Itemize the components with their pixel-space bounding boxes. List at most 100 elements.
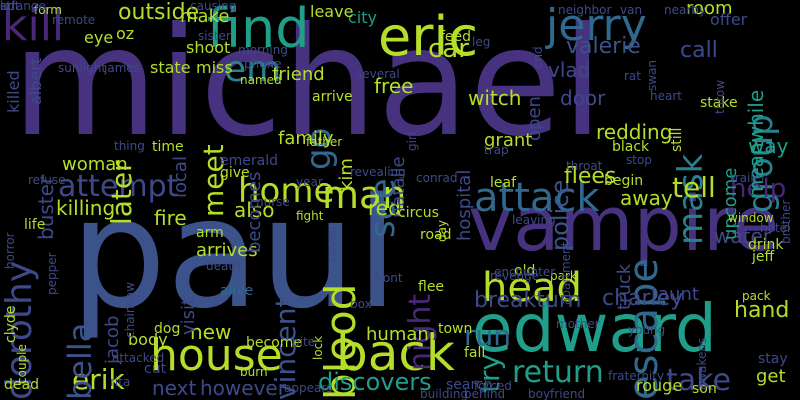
word: fraternity (608, 369, 665, 383)
word: leg (472, 35, 491, 49)
word: awakens (695, 337, 709, 390)
word: stop (626, 153, 652, 167)
word: morning (238, 43, 288, 57)
word: leaving (512, 213, 556, 227)
word: vlad (548, 58, 591, 82)
word: park (550, 269, 577, 283)
word: burn (240, 365, 268, 379)
word: flees (564, 164, 617, 189)
word: mother (556, 317, 600, 331)
word: life (24, 217, 46, 233)
word: car (428, 34, 469, 64)
word: bella (61, 322, 99, 400)
word: state (150, 58, 191, 77)
word: rat (624, 69, 641, 83)
word: vampire (468, 179, 780, 268)
word: kill (2, 0, 65, 51)
word: neighbor (558, 3, 612, 17)
word: heart (650, 89, 682, 103)
word: road (420, 227, 452, 243)
word: albert (26, 57, 45, 105)
word: make (180, 6, 230, 27)
word: apartment (559, 241, 573, 305)
word: james (104, 61, 141, 75)
word: back (336, 324, 455, 382)
word: grant (484, 130, 533, 151)
word: son (692, 381, 717, 397)
word: form (34, 3, 62, 17)
word: bite (292, 335, 316, 349)
word: free (374, 74, 414, 98)
word: rita (110, 375, 131, 389)
word: eric (378, 5, 479, 68)
word: left (0, 0, 20, 13)
word: call (680, 38, 718, 63)
word: father (306, 135, 343, 149)
word: pack (742, 289, 771, 303)
word: city (348, 8, 377, 27)
word: hospital (454, 169, 475, 241)
word: get (756, 366, 786, 387)
word: pepper (45, 252, 59, 295)
word: attacked (112, 351, 165, 365)
word: front (374, 271, 403, 285)
word: death (206, 259, 241, 273)
word: offer (710, 10, 748, 29)
word: truck (614, 263, 635, 310)
word: still (669, 127, 685, 152)
word: emerald (220, 153, 278, 169)
word: water (714, 224, 771, 248)
word: take (666, 363, 731, 398)
word: michael (12, 0, 604, 170)
word: alive (220, 283, 254, 299)
word: home (238, 171, 335, 211)
word: nearby (664, 3, 706, 17)
word: trap (484, 143, 509, 157)
word: cut (144, 361, 167, 377)
word: attack (474, 175, 600, 221)
word: red (368, 196, 401, 220)
word: next (152, 376, 197, 400)
word: stake (700, 95, 738, 111)
word: van (620, 3, 643, 17)
word: fire (154, 206, 187, 230)
word: dead (4, 377, 39, 393)
word: however (200, 376, 286, 400)
word: hand (734, 298, 790, 323)
word: named (240, 73, 282, 87)
word: time (152, 139, 184, 155)
word: coven (325, 225, 339, 262)
word: revealing (350, 165, 406, 179)
word: encounter (494, 265, 556, 279)
word: trailer (730, 171, 766, 185)
word: remote (52, 13, 96, 27)
word: eye (84, 28, 114, 47)
word: family (278, 128, 334, 149)
word: refuse (28, 173, 66, 187)
word: causing (190, 0, 237, 13)
word: appears (284, 381, 333, 395)
word: new (190, 320, 232, 344)
word: friend (272, 64, 325, 85)
word: edward (472, 290, 717, 367)
word: fall (464, 345, 486, 361)
word: door (560, 86, 606, 110)
word: conrad (416, 171, 458, 185)
word: arrive (312, 89, 353, 105)
word: horror (3, 232, 17, 269)
word: stay (758, 351, 788, 367)
word: man (322, 173, 407, 217)
word: valerie (566, 34, 641, 59)
word: outside (118, 0, 200, 25)
word: throat (566, 159, 603, 173)
word: couple (15, 344, 29, 384)
word: witch (468, 86, 522, 110)
word: shoot (186, 38, 231, 57)
word: girl (405, 131, 419, 151)
word: return (512, 355, 604, 390)
word: away (620, 186, 673, 210)
word: building (420, 387, 469, 400)
word: aunt (658, 284, 699, 305)
word: boyfriend (528, 387, 586, 400)
word: erik (72, 363, 125, 396)
